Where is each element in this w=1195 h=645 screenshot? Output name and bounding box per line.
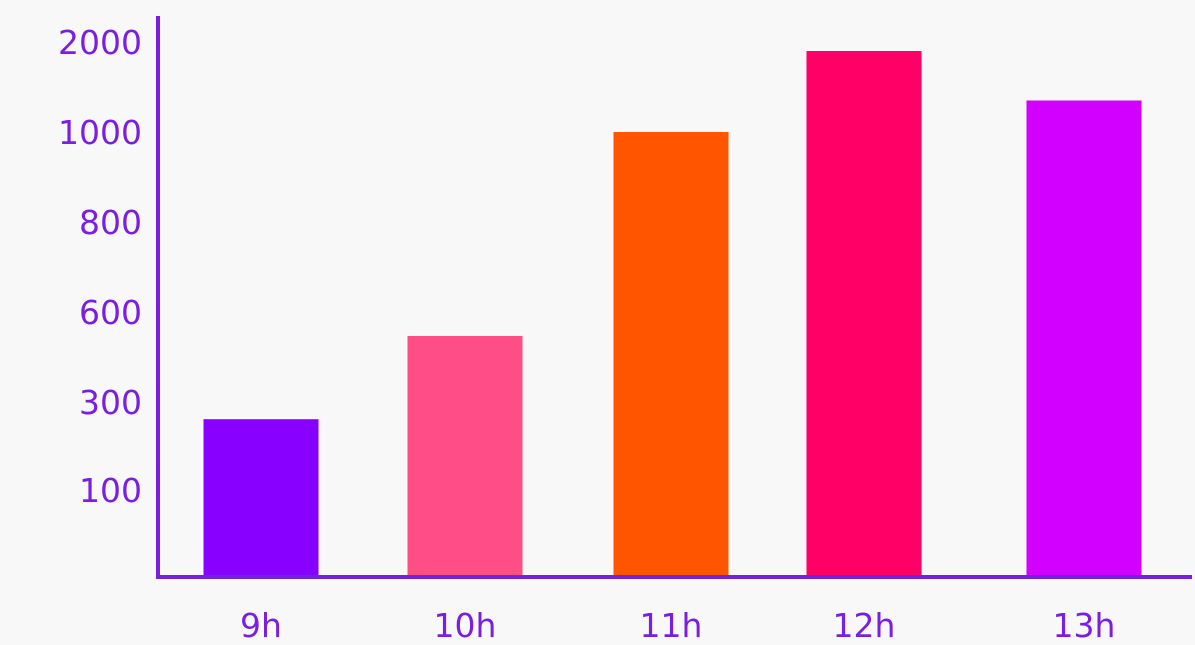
y-tick-label: 1000 xyxy=(58,113,142,152)
bar-12h xyxy=(807,51,922,577)
y-tick-labels: 100 300 600 800 1000 2000 xyxy=(58,23,142,510)
bar-10h xyxy=(408,336,523,577)
bars-group xyxy=(204,51,1142,577)
x-tick-label: 11h xyxy=(640,606,703,640)
x-tick-label: 12h xyxy=(833,606,896,640)
x-tick-label: 9h xyxy=(240,606,282,640)
y-tick-label: 100 xyxy=(79,471,142,510)
x-tick-label: 13h xyxy=(1053,606,1116,640)
bar-9h xyxy=(204,419,319,577)
x-tick-labels: 9h 10h 11h 12h 13h xyxy=(240,606,1115,640)
bar-11h xyxy=(614,132,729,577)
x-tick-label: 10h xyxy=(434,606,497,640)
y-tick-label: 2000 xyxy=(58,23,142,62)
y-tick-label: 800 xyxy=(79,203,142,242)
y-tick-label: 600 xyxy=(79,293,142,332)
bar-13h xyxy=(1027,101,1142,578)
y-tick-label: 300 xyxy=(79,383,142,422)
